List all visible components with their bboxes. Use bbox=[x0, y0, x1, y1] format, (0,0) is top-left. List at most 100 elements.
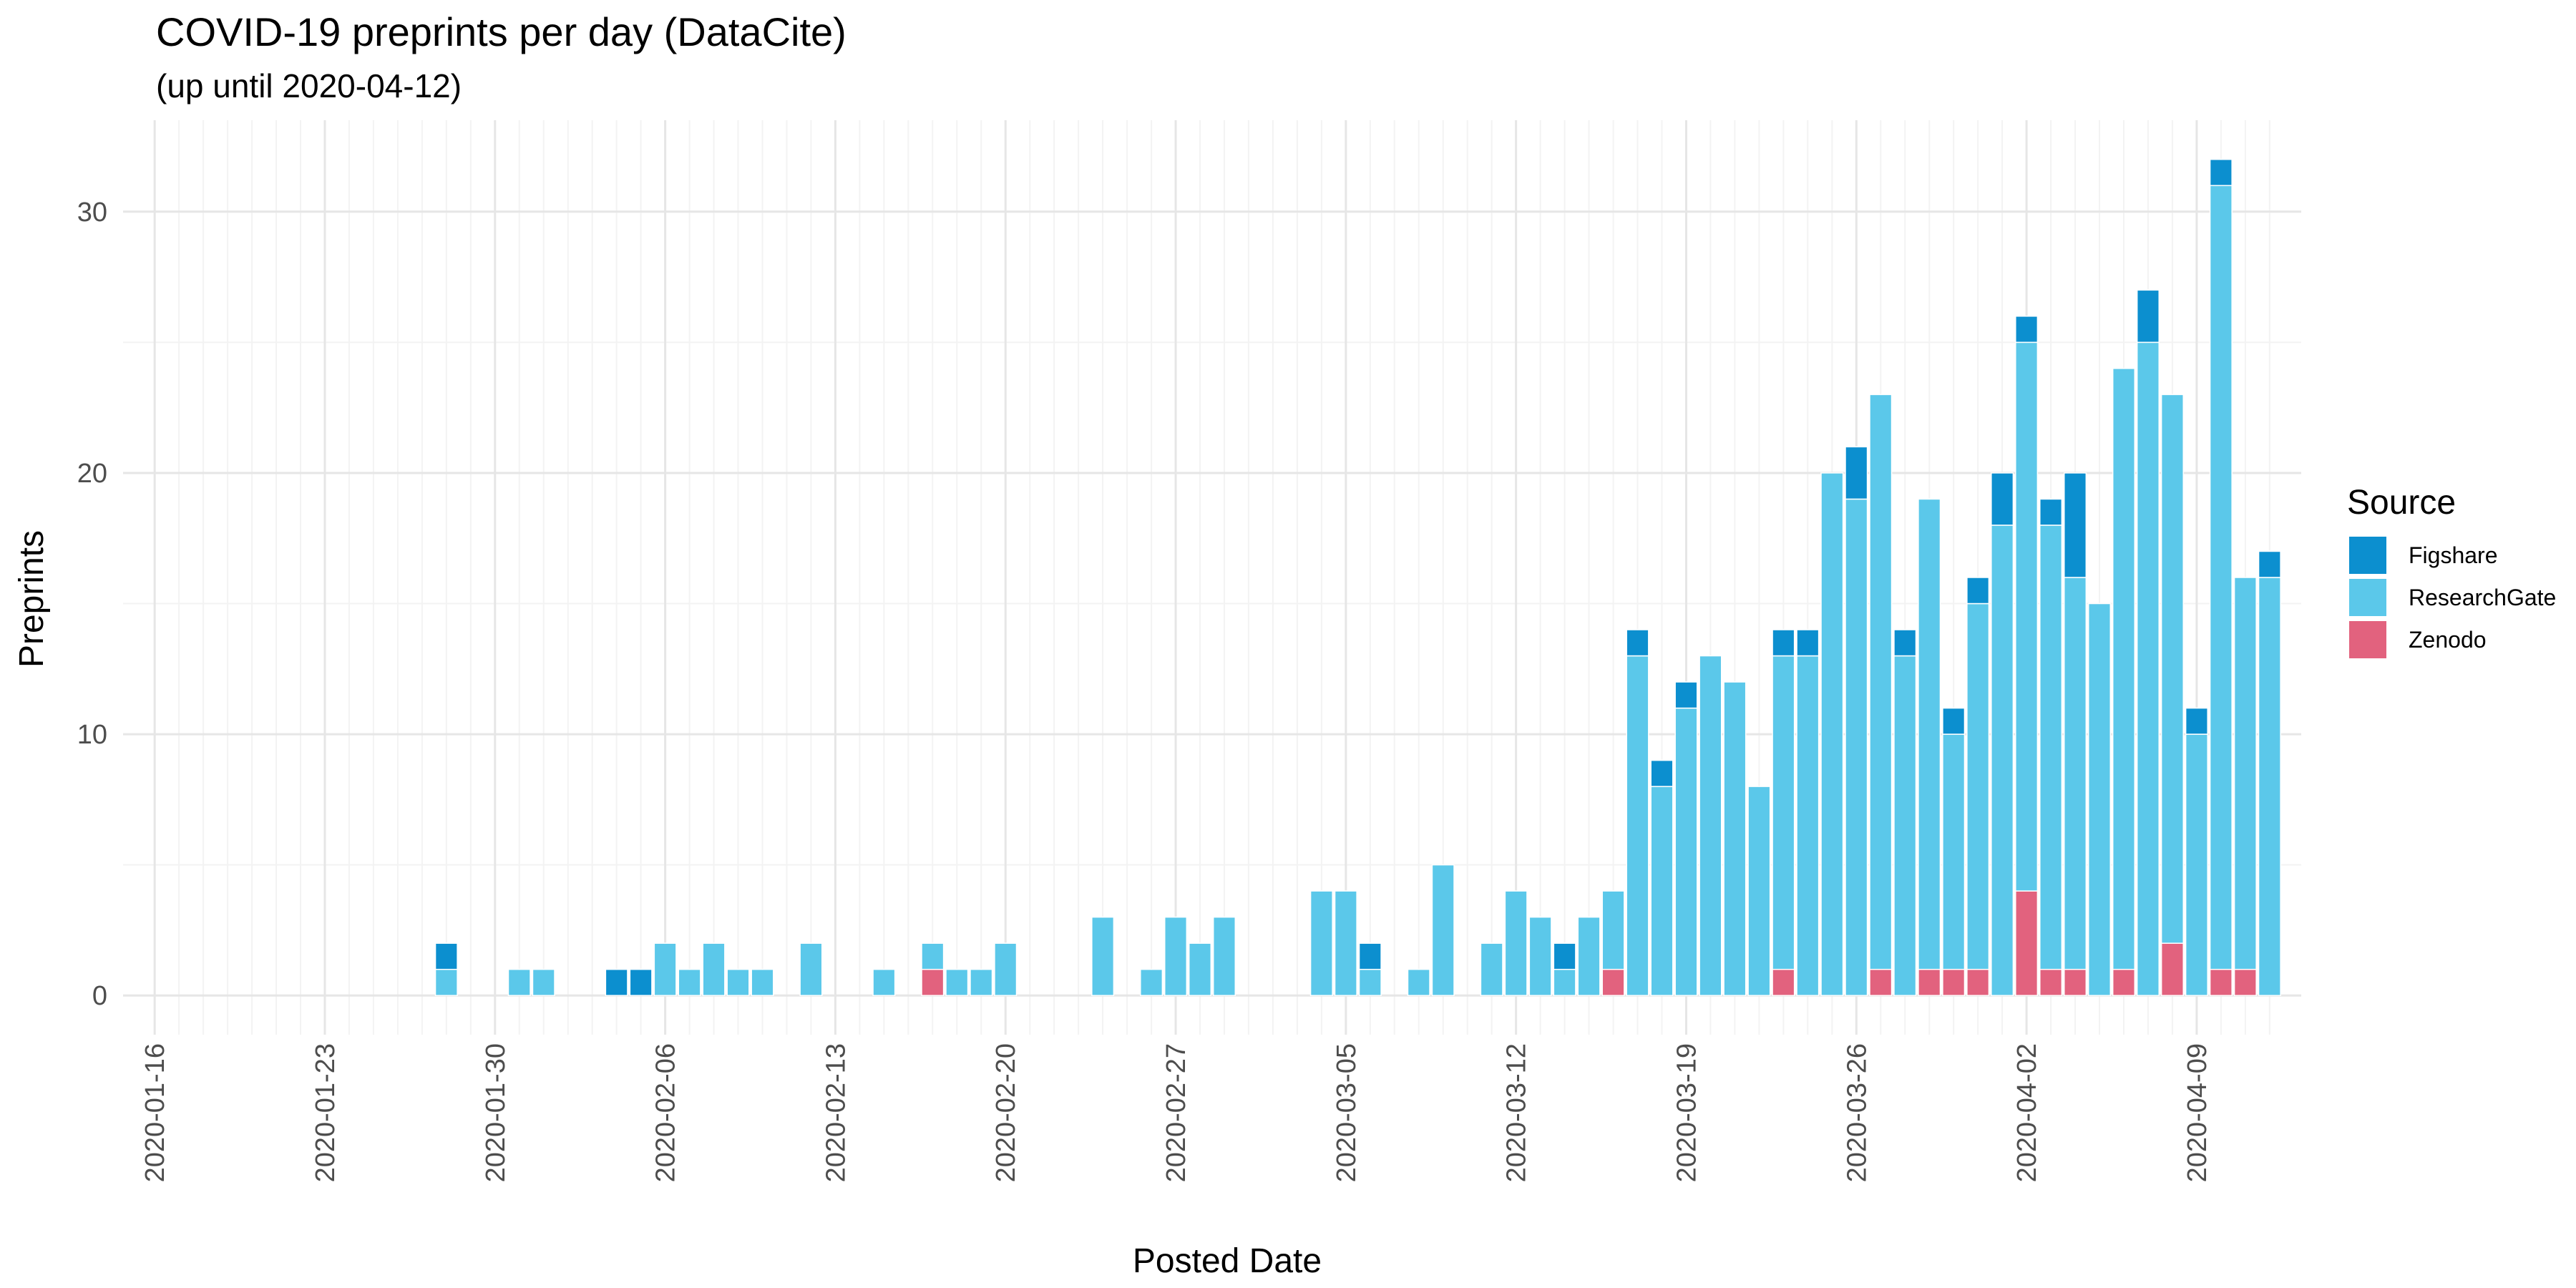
bar-researchgate bbox=[1212, 916, 1236, 996]
bar-researchgate bbox=[1650, 786, 1674, 996]
bar-zenodo bbox=[1772, 968, 1795, 996]
bar-researchgate bbox=[1334, 890, 1357, 996]
y-axis-ticks: 0 10 20 30 bbox=[77, 197, 107, 1011]
bar-zenodo bbox=[2064, 968, 2087, 996]
x-tick-label: 2020-04-09 bbox=[2182, 1043, 2212, 1182]
bar-researchgate bbox=[1309, 890, 1333, 996]
bar-researchgate bbox=[1942, 733, 1966, 970]
bar-zenodo bbox=[2160, 942, 2184, 996]
bar-researchgate bbox=[1893, 655, 1917, 996]
bar-researchgate bbox=[1480, 942, 1503, 996]
bar-researchgate bbox=[1358, 968, 1382, 996]
bar-researchgate bbox=[751, 968, 774, 996]
bar-figshare bbox=[2136, 289, 2160, 343]
legend-swatch-researchgate bbox=[2349, 579, 2386, 616]
x-tick-label: 2020-03-26 bbox=[1842, 1043, 1872, 1182]
bar-figshare bbox=[2015, 316, 2039, 343]
bar-researchgate bbox=[2258, 577, 2281, 996]
x-tick-label: 2020-03-05 bbox=[1332, 1043, 1362, 1182]
legend-label-researchgate: ResearchGate bbox=[2409, 585, 2556, 610]
bar-researchgate bbox=[994, 942, 1018, 996]
bar-researchgate bbox=[1820, 472, 1844, 996]
x-tick-label: 2020-02-06 bbox=[651, 1043, 681, 1182]
bar-figshare bbox=[2039, 498, 2063, 526]
bar-researchgate bbox=[1140, 968, 1163, 996]
bar-zenodo bbox=[1966, 968, 1990, 996]
bar-figshare bbox=[1772, 629, 1795, 657]
bar-researchgate bbox=[2160, 394, 2184, 944]
x-tick-label: 2020-01-16 bbox=[140, 1043, 170, 1182]
bar-researchgate bbox=[2087, 602, 2112, 996]
bar-researchgate bbox=[1528, 916, 1552, 996]
chart-subtitle: (up until 2020-04-12) bbox=[156, 67, 462, 104]
x-tick-label: 2020-03-19 bbox=[1672, 1043, 1702, 1182]
x-tick-label: 2020-03-12 bbox=[1502, 1043, 1532, 1182]
bar-researchgate bbox=[1772, 655, 1795, 970]
bar-researchgate bbox=[1504, 890, 1528, 996]
y-tick-label: 0 bbox=[92, 981, 107, 1011]
bar-figshare bbox=[1845, 446, 1868, 500]
legend-label-figshare: Figshare bbox=[2409, 542, 2498, 568]
bar-figshare bbox=[1553, 942, 1576, 970]
legend-title: Source bbox=[2347, 484, 2456, 522]
bar-figshare bbox=[629, 968, 653, 996]
bar-researchgate bbox=[1699, 655, 1722, 996]
bar-researchgate bbox=[1723, 681, 1747, 996]
bar-researchgate bbox=[921, 942, 945, 970]
x-tick-label: 2020-01-23 bbox=[311, 1043, 341, 1182]
bar-researchgate bbox=[945, 968, 969, 996]
bar-zenodo bbox=[2039, 968, 2063, 996]
bar-figshare bbox=[2258, 550, 2281, 578]
bar-researchgate bbox=[1845, 498, 1868, 996]
chart-title: COVID-19 preprints per day (DataCite) bbox=[156, 9, 847, 54]
bar-researchgate bbox=[1431, 864, 1455, 996]
bar-researchgate bbox=[1966, 602, 1990, 970]
x-axis-title: Posted Date bbox=[1133, 1242, 1322, 1280]
bar-researchgate bbox=[2039, 525, 2063, 970]
bar-figshare bbox=[1893, 629, 1917, 657]
bar-figshare bbox=[1796, 629, 1820, 657]
bar-researchgate bbox=[702, 942, 726, 996]
bar-figshare bbox=[2209, 159, 2233, 187]
bar-researchgate bbox=[970, 968, 993, 996]
x-tick-label: 2020-02-20 bbox=[991, 1043, 1021, 1182]
bar-researchgate bbox=[2064, 577, 2087, 970]
legend-swatch-zenodo bbox=[2349, 621, 2386, 658]
bar-researchgate bbox=[1626, 655, 1649, 996]
y-tick-label: 20 bbox=[77, 459, 107, 489]
bar-figshare bbox=[1674, 681, 1698, 709]
y-tick-label: 30 bbox=[77, 197, 107, 228]
bar-figshare bbox=[1942, 707, 1966, 735]
bar-researchgate bbox=[2136, 341, 2160, 996]
bar-zenodo bbox=[1869, 968, 1893, 996]
bar-researchgate bbox=[434, 968, 458, 996]
bar-figshare bbox=[1358, 942, 1382, 970]
bar-figshare bbox=[434, 942, 458, 970]
x-tick-label: 2020-02-13 bbox=[821, 1043, 851, 1182]
bar-zenodo bbox=[1942, 968, 1966, 996]
bar-researchgate bbox=[653, 942, 677, 996]
x-tick-label: 2020-04-02 bbox=[2012, 1043, 2042, 1182]
bar-researchgate bbox=[1553, 968, 1576, 996]
legend: Source Figshare ResearchGate Zenodo bbox=[2347, 484, 2556, 658]
bar-zenodo bbox=[921, 968, 945, 996]
bar-researchgate bbox=[872, 968, 896, 996]
bar-researchgate bbox=[1674, 707, 1698, 996]
bar-zenodo bbox=[2233, 968, 2257, 996]
bar-researchgate bbox=[532, 968, 555, 996]
bar-researchgate bbox=[2233, 577, 2257, 970]
bar-researchgate bbox=[1188, 942, 1212, 996]
bar-researchgate bbox=[2185, 733, 2208, 996]
bar-researchgate bbox=[1601, 890, 1625, 970]
bar-figshare bbox=[2185, 707, 2208, 735]
x-axis-ticks: 2020-01-16 2020-01-23 2020-01-30 2020-02-06… bbox=[140, 1043, 2212, 1182]
bar-researchgate bbox=[1407, 968, 1430, 996]
bar-researchgate bbox=[2209, 185, 2233, 970]
bar-researchgate bbox=[1991, 525, 2014, 996]
bar-researchgate bbox=[2015, 341, 2039, 892]
bar-figshare bbox=[1650, 759, 1674, 787]
bar-figshare bbox=[1991, 472, 2014, 526]
bar-researchgate bbox=[2112, 368, 2136, 970]
bar-figshare bbox=[1626, 629, 1649, 657]
